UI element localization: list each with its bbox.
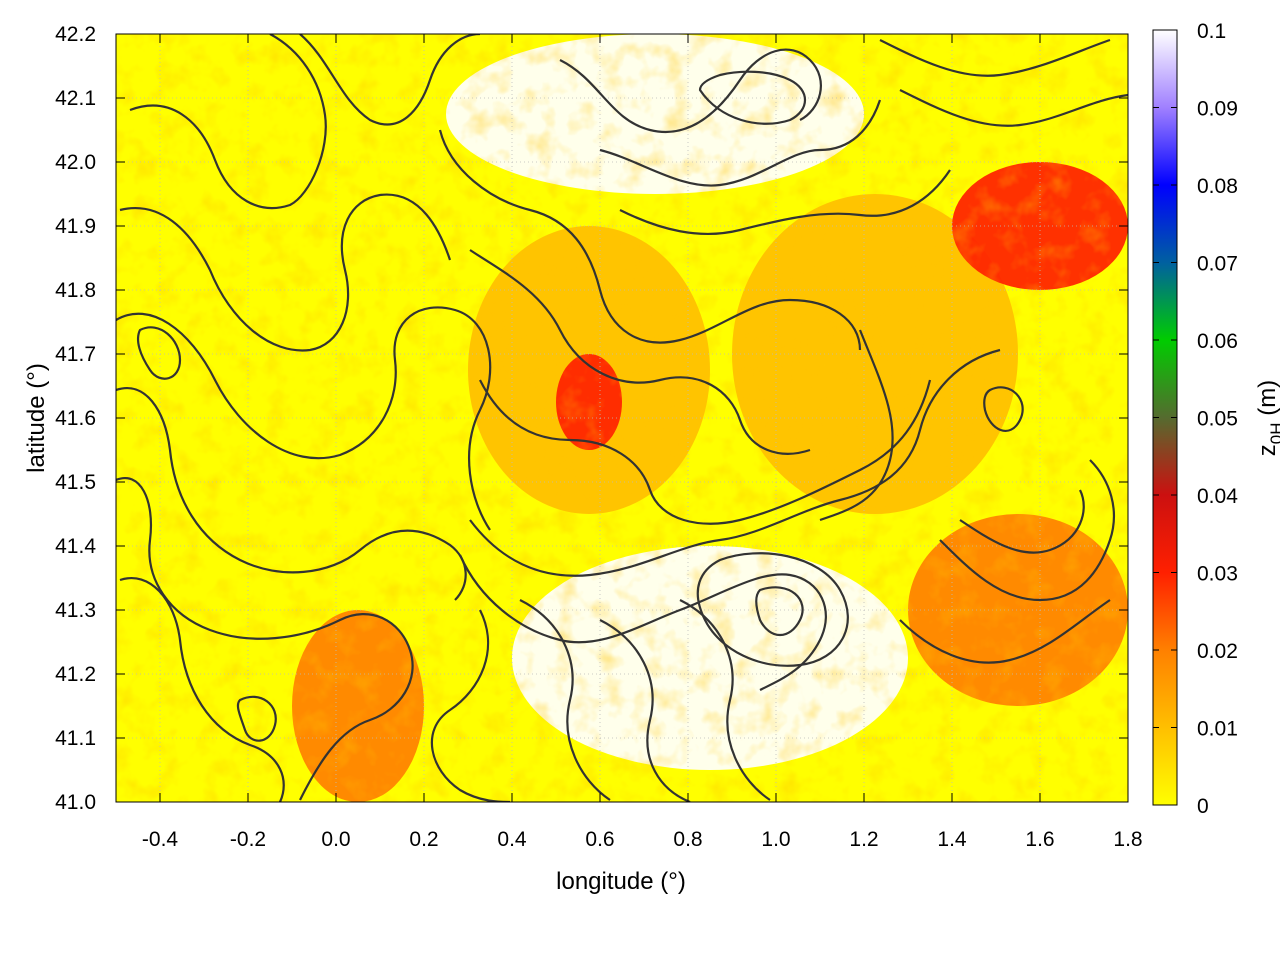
colorbar-tick-label: 0.1 (1197, 20, 1226, 43)
y-tick-label: 41.6 (55, 407, 96, 430)
colorbar-label: z0H (m) (1254, 380, 1280, 456)
y-tick-label: 41.9 (55, 215, 96, 238)
contour-line (299, 34, 481, 126)
x-axis: -0.4 -0.2 0.0 0.2 0.4 0.6 0.8 1.0 1.2 1.4 1.6 1.8 (142, 34, 1143, 851)
contour-line (698, 70, 806, 125)
contour-line (469, 249, 811, 455)
y-tick-label: 41.4 (55, 535, 96, 558)
x-tick-label: 1.4 (937, 828, 967, 851)
colorbar: 0 0.01 0.02 0.03 0.04 0.05 0.06 0.07 0.08 0.09 0.1 (1152, 20, 1238, 818)
y-tick-label: 41.8 (55, 279, 96, 302)
contour-line (236, 695, 277, 742)
x-tick-label: 0.6 (585, 828, 614, 851)
contour-line (116, 477, 414, 801)
contour-line (879, 38, 1111, 77)
y-tick-label: 42.1 (55, 87, 96, 110)
plot-area (116, 34, 1128, 802)
contour-line (458, 554, 827, 691)
x-tick-label: 0.2 (409, 828, 438, 851)
y-tick-label: 41.5 (55, 471, 96, 494)
contour-line (679, 599, 771, 801)
colorbar-ticks: 0 0.01 0.02 0.03 0.04 0.05 0.06 0.07 0.08 0.09 0.1 (1153, 20, 1238, 818)
colorbar-tick-label: 0.07 (1197, 253, 1238, 276)
contour-line (129, 34, 327, 210)
contour-line (438, 129, 862, 351)
contour-line (469, 348, 1001, 577)
grid-lines (116, 34, 1128, 802)
colorbar-tick-label: 0.01 (1197, 718, 1238, 741)
contour-line (899, 599, 1111, 664)
colorbar-tick-label: 0.08 (1197, 175, 1238, 198)
contour-line (116, 387, 467, 601)
contour-line (619, 169, 951, 236)
y-axis-label: latitude (°) (23, 363, 50, 473)
x-tick-label: 1.8 (1113, 828, 1142, 851)
contour-line (696, 552, 849, 667)
y-tick-label: 41.1 (55, 727, 96, 750)
contour-line (479, 379, 932, 525)
colorbar-tick-label: 0.06 (1197, 330, 1238, 353)
contour-line (899, 89, 1128, 127)
contour-line (519, 599, 611, 801)
colorbar-tick-label: 0.04 (1197, 485, 1238, 508)
colorbar-tick-label: 0.05 (1197, 408, 1238, 431)
y-tick-label: 42.2 (55, 23, 96, 46)
contour-line (959, 489, 1085, 554)
x-tick-label: 1.0 (761, 828, 790, 851)
x-tick-label: 0.8 (673, 828, 702, 851)
y-tick-label: 41.0 (55, 791, 96, 814)
x-tick-label: 1.6 (1025, 828, 1054, 851)
contour-line (755, 586, 804, 636)
x-tick-label: 1.2 (849, 828, 878, 851)
y-tick-label: 42.0 (55, 151, 96, 174)
terrain-contours (116, 34, 1128, 802)
contour-line (136, 326, 182, 380)
y-tick-label: 41.2 (55, 663, 96, 686)
colorbar-tick-label: 0 (1197, 795, 1209, 818)
contour-line (559, 48, 822, 133)
x-tick-label: 0.4 (497, 828, 527, 851)
colorbar-tick-label: 0.02 (1197, 640, 1238, 663)
contour-line (599, 619, 691, 802)
x-tick-label: 0.0 (321, 828, 350, 851)
contour-line (983, 386, 1024, 432)
contour-line (119, 577, 285, 802)
contour-line (599, 99, 882, 187)
x-axis-label: longitude (°) (556, 868, 686, 895)
contour-line (430, 609, 511, 802)
contour-line (939, 459, 1115, 602)
x-tick-label: -0.4 (142, 828, 179, 851)
contour-line (119, 193, 452, 352)
y-tick-label: 41.7 (55, 343, 96, 366)
contour-line (819, 329, 894, 522)
contour-line (116, 306, 492, 531)
y-axis: 41.0 41.1 41.2 41.3 41.4 41.5 41.6 41.7 41.8 41.9… (55, 23, 1128, 814)
colorbar-tick-label: 0.09 (1197, 98, 1238, 121)
y-tick-label: 41.3 (55, 599, 96, 622)
x-tick-label: -0.2 (230, 828, 266, 851)
colorbar-tick-label: 0.03 (1197, 563, 1238, 586)
